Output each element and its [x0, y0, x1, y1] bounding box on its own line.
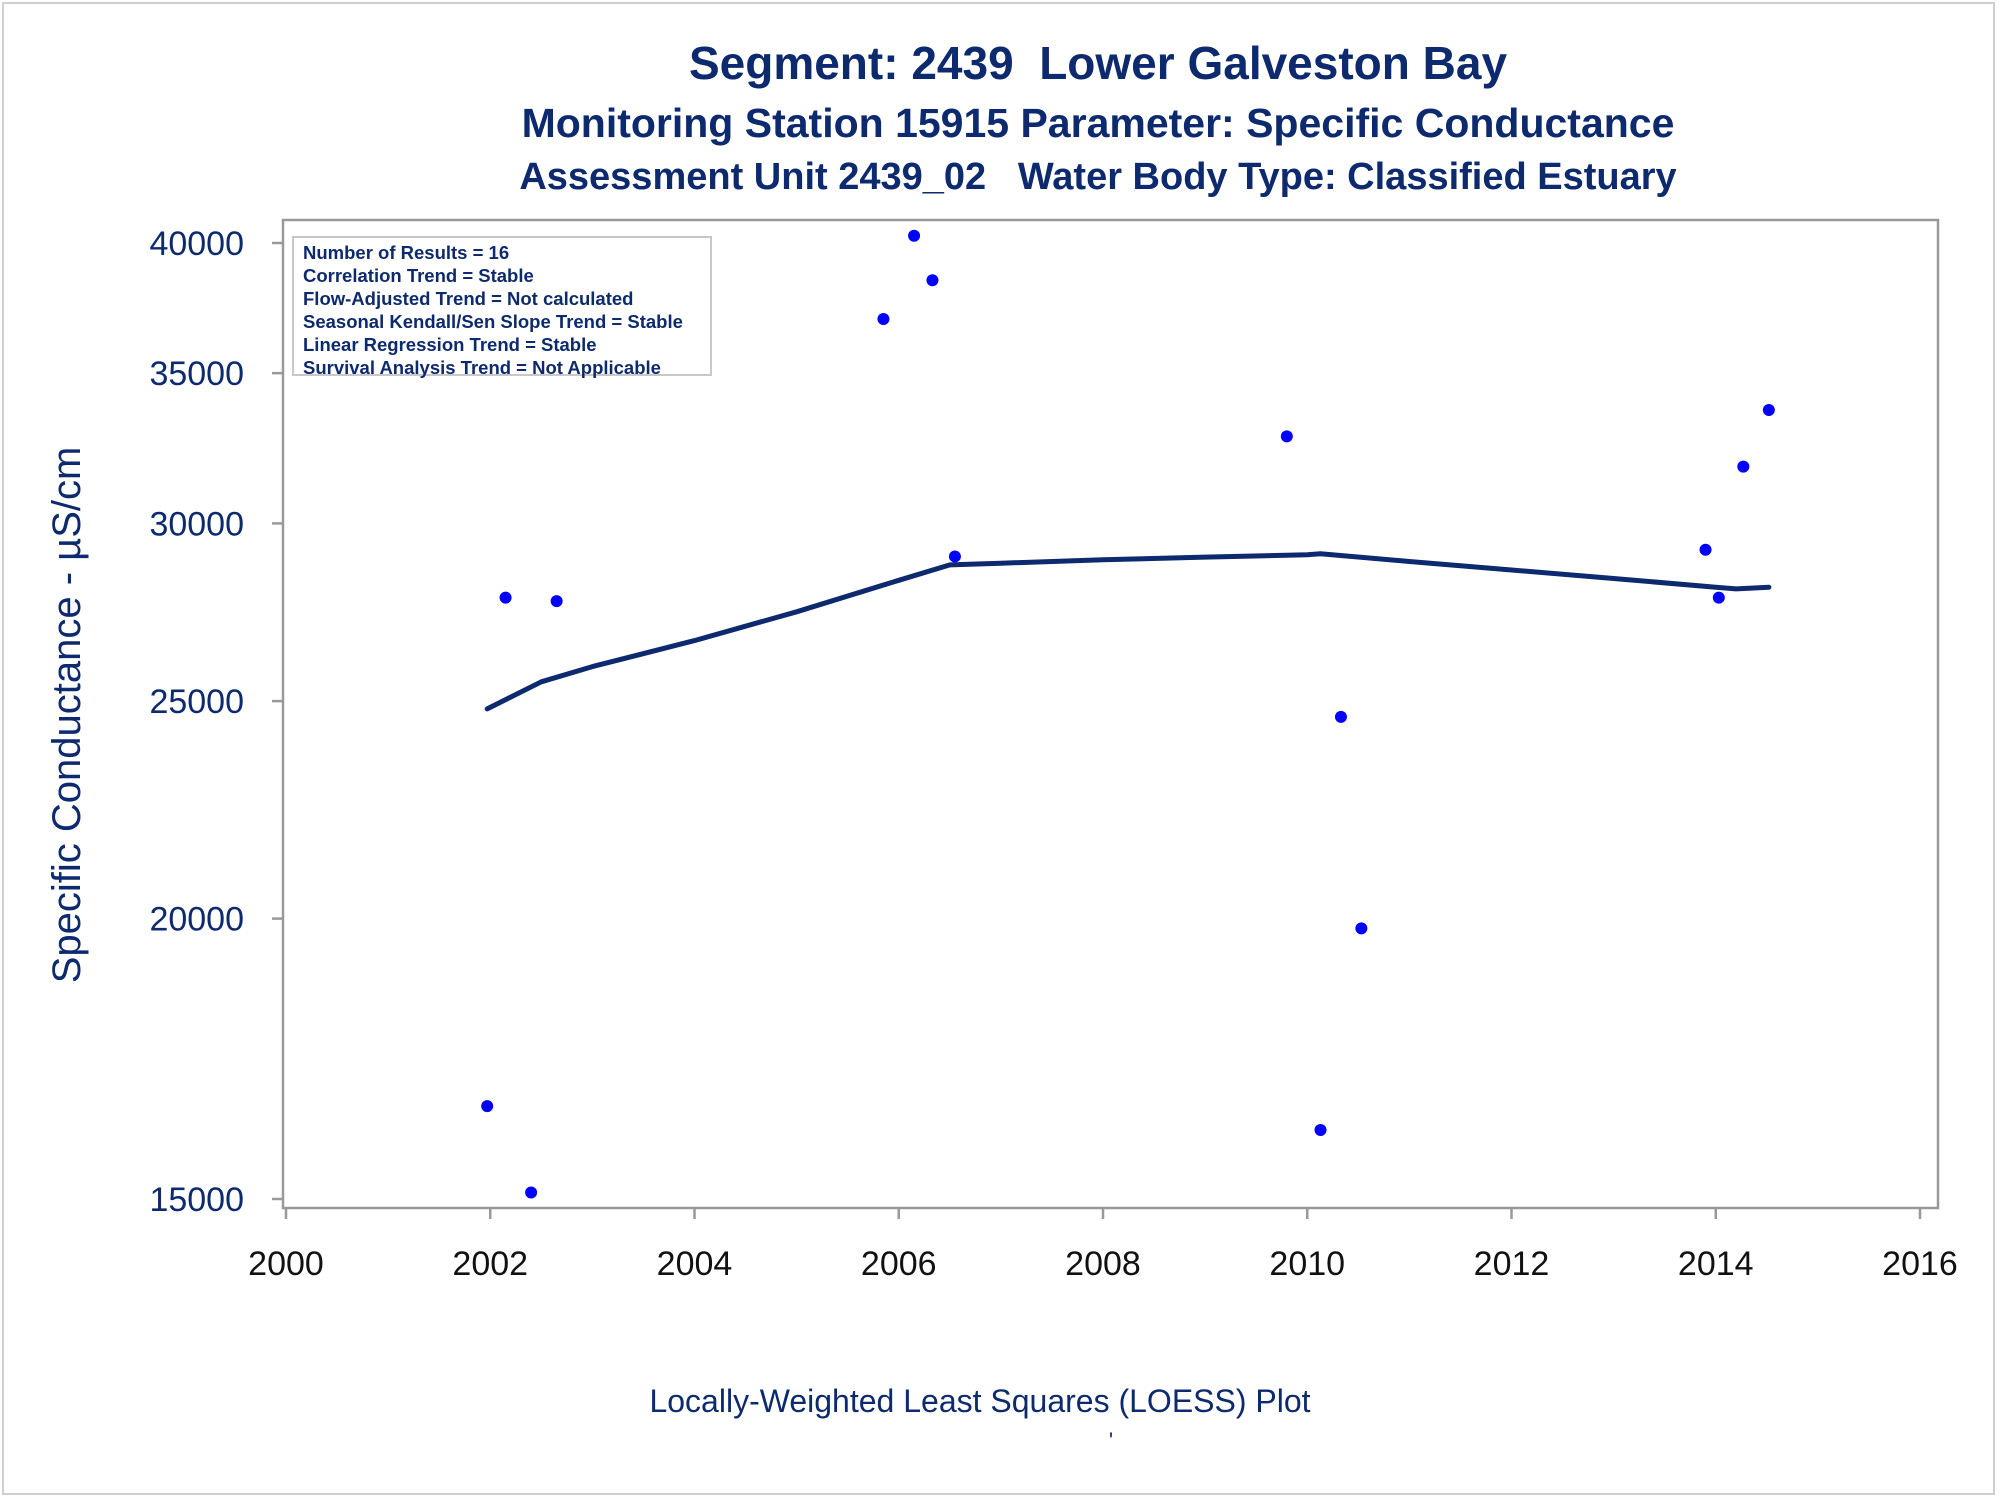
- data-point: [1712, 591, 1725, 604]
- data-point: [908, 229, 921, 242]
- y-tick-label-40000: 40000: [149, 225, 244, 263]
- x-tick-label-2006: 2006: [861, 1245, 937, 1283]
- stat-flow-adjusted-trend: Flow-Adjusted Trend = Not calculated: [303, 288, 634, 309]
- x-tick-label-2016: 2016: [1882, 1245, 1958, 1283]
- data-point: [1280, 430, 1293, 443]
- y-axis: 15000 20000 25000 30000 35000 40000: [149, 225, 283, 1219]
- data-point: [550, 595, 563, 608]
- x-tick-label-2010: 2010: [1269, 1245, 1345, 1283]
- plot-area: [281, 218, 1940, 1210]
- series-layer: [481, 229, 1775, 1199]
- data-point: [499, 591, 512, 604]
- chart-subtitle-assessment: Assessment Unit 2439_02 Water Body Type:…: [519, 156, 1677, 198]
- data-point: [1334, 710, 1347, 723]
- x-tick-label-2012: 2012: [1474, 1245, 1550, 1283]
- chart-subtitle-station: Monitoring Station 15915 Parameter: Spec…: [521, 100, 1675, 146]
- x-axis: 2000 2002 2004 2006 2008 2010 2012 2014 2016: [248, 1208, 1958, 1283]
- trend-stats-box: Number of Results = 16 Correlation Trend…: [292, 236, 712, 378]
- stat-correlation-trend: Correlation Trend = Stable: [303, 265, 534, 286]
- footer-mark: ': [1109, 1428, 1113, 1453]
- stat-seasonal-kendall-trend: Seasonal Kendall/Sen Slope Trend = Stabl…: [303, 311, 683, 332]
- y-axis-label: Specific Conductance - µS/cm: [45, 447, 89, 984]
- loess-line: [484, 551, 1772, 712]
- x-axis-label: Locally-Weighted Least Squares (LOESS) P…: [649, 1383, 1310, 1419]
- data-point: [1737, 460, 1750, 473]
- y-tick-label-15000: 15000: [149, 1181, 244, 1219]
- x-tick-label-2002: 2002: [452, 1245, 528, 1283]
- stat-number-of-results: Number of Results = 16: [303, 242, 510, 263]
- data-point: [1699, 543, 1712, 556]
- data-point: [948, 550, 961, 563]
- y-tick-label-30000: 30000: [149, 505, 244, 543]
- y-tick-label-35000: 35000: [149, 355, 244, 393]
- x-tick-label-2014: 2014: [1678, 1245, 1754, 1283]
- data-point: [877, 312, 890, 325]
- x-tick-label-2008: 2008: [1065, 1245, 1141, 1283]
- x-tick-label-2000: 2000: [248, 1245, 324, 1283]
- stat-survival-analysis-trend: Survival Analysis Trend = Not Applicable: [303, 357, 661, 378]
- data-point: [1762, 404, 1775, 417]
- stat-linear-regression-trend: Linear Regression Trend = Stable: [303, 334, 597, 355]
- y-tick-label-25000: 25000: [149, 683, 244, 721]
- y-tick-label-20000: 20000: [149, 901, 244, 939]
- x-tick-label-2004: 2004: [657, 1245, 733, 1283]
- data-point: [1314, 1124, 1327, 1137]
- chart-title: Segment: 2439 Lower Galveston Bay: [688, 37, 1508, 89]
- data-point: [525, 1186, 538, 1199]
- data-point: [1355, 922, 1368, 935]
- data-point: [926, 274, 939, 287]
- data-point: [481, 1100, 494, 1113]
